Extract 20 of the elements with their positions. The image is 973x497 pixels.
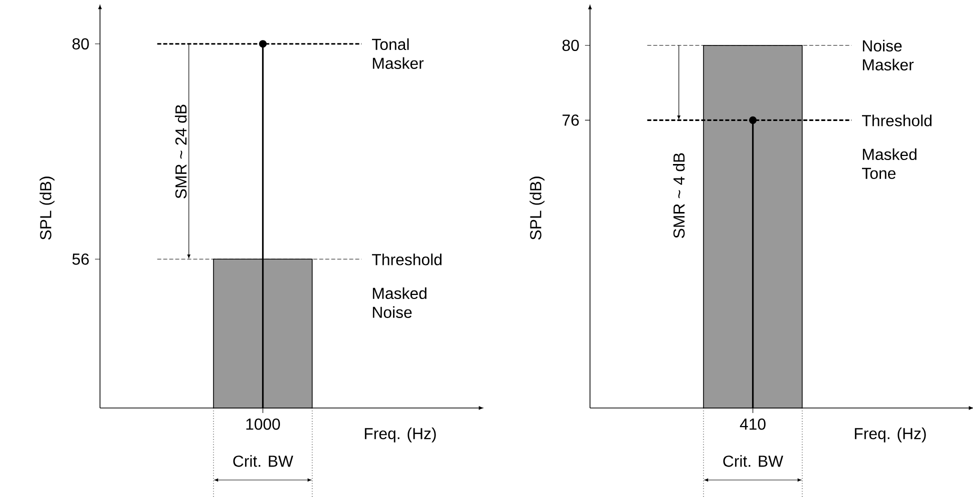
x-axis-title: Freq. (Hz) bbox=[364, 428, 436, 442]
x-tick-label: 410 bbox=[740, 418, 766, 430]
y-tick-label: 56 bbox=[72, 253, 89, 265]
y-tick-label: 76 bbox=[562, 114, 579, 126]
x-axis-title: Freq. (Hz) bbox=[854, 428, 926, 442]
text: Masked Noise bbox=[372, 287, 426, 318]
x-tick-label: 1000 bbox=[246, 418, 280, 430]
text: Masked Tone bbox=[862, 148, 916, 179]
ref-line-label: Noise Masker bbox=[862, 40, 914, 70]
y-tick-label: 80 bbox=[72, 38, 89, 50]
ref-line-label: Tonal Masker bbox=[372, 38, 424, 69]
text: Crit. BW bbox=[233, 455, 294, 467]
ref-line-label: Threshold bbox=[862, 114, 932, 126]
y-tick-label: 80 bbox=[562, 40, 579, 52]
annotation: SMR ~ 24 dB bbox=[174, 104, 187, 198]
text: Crit. BW bbox=[723, 455, 784, 467]
annotation: SMR ~ 4 dB bbox=[672, 153, 685, 238]
ref-line-label: Threshold bbox=[372, 254, 442, 266]
y-axis-title: SPL (dB) bbox=[40, 176, 54, 240]
y-axis-title: SPL (dB) bbox=[530, 176, 544, 240]
